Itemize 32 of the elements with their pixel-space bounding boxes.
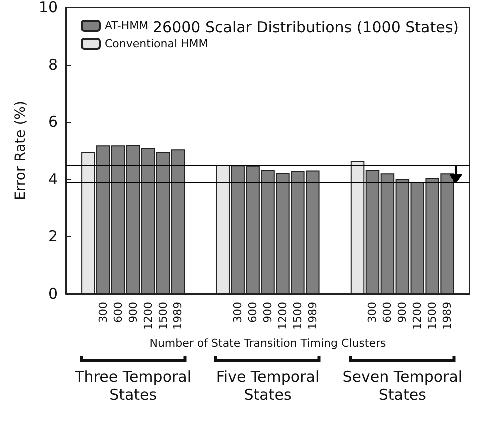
x-tick-label: 900 (396, 302, 410, 323)
x-tick-label: 1500 (156, 302, 170, 330)
y-tick-label: 6 (48, 113, 58, 132)
x-tick-label: 1200 (411, 302, 424, 330)
x-tick-label: 900 (262, 302, 274, 323)
x-tick-label: 1989 (306, 302, 320, 330)
y-tick-label: 10 (38, 0, 58, 16)
x-tick-label: 600 (246, 302, 260, 323)
text: Three Temporal States (74, 368, 193, 404)
x-tick-label: 1200 (142, 302, 155, 330)
x-axis-title: Number of State Transition Timing Clusters (150, 336, 387, 350)
x-tick-label: 1200 (276, 302, 290, 330)
legend-label: AT-HMM (105, 20, 149, 32)
y-tick-label: 0 (48, 285, 58, 303)
x-tick-label: 1989 (441, 302, 454, 330)
x-tick-label: 1500 (426, 302, 440, 330)
x-tick-label: 300 (366, 302, 380, 323)
y-tick-label: 2 (48, 228, 58, 246)
legend-label: Conventional HMM (105, 38, 208, 50)
y-axis-title: Error Rate (%) (13, 101, 30, 200)
x-tick-label: 600 (381, 302, 394, 323)
text: 26000 Scalar Distributions (1000 States) (153, 18, 459, 36)
text: Seven Temporal States (342, 368, 464, 404)
x-tick-label: 900 (126, 302, 140, 323)
x-tick-label: 1500 (291, 302, 304, 330)
y-tick-label: 4 (48, 170, 58, 188)
y-tick-label: 8 (48, 56, 58, 74)
x-tick-label: 1989 (172, 302, 185, 330)
x-tick-label: 300 (232, 302, 245, 323)
x-tick-label: 600 (112, 302, 125, 323)
text: Five Temporal States (215, 368, 321, 404)
x-tick-label: 300 (96, 302, 110, 323)
